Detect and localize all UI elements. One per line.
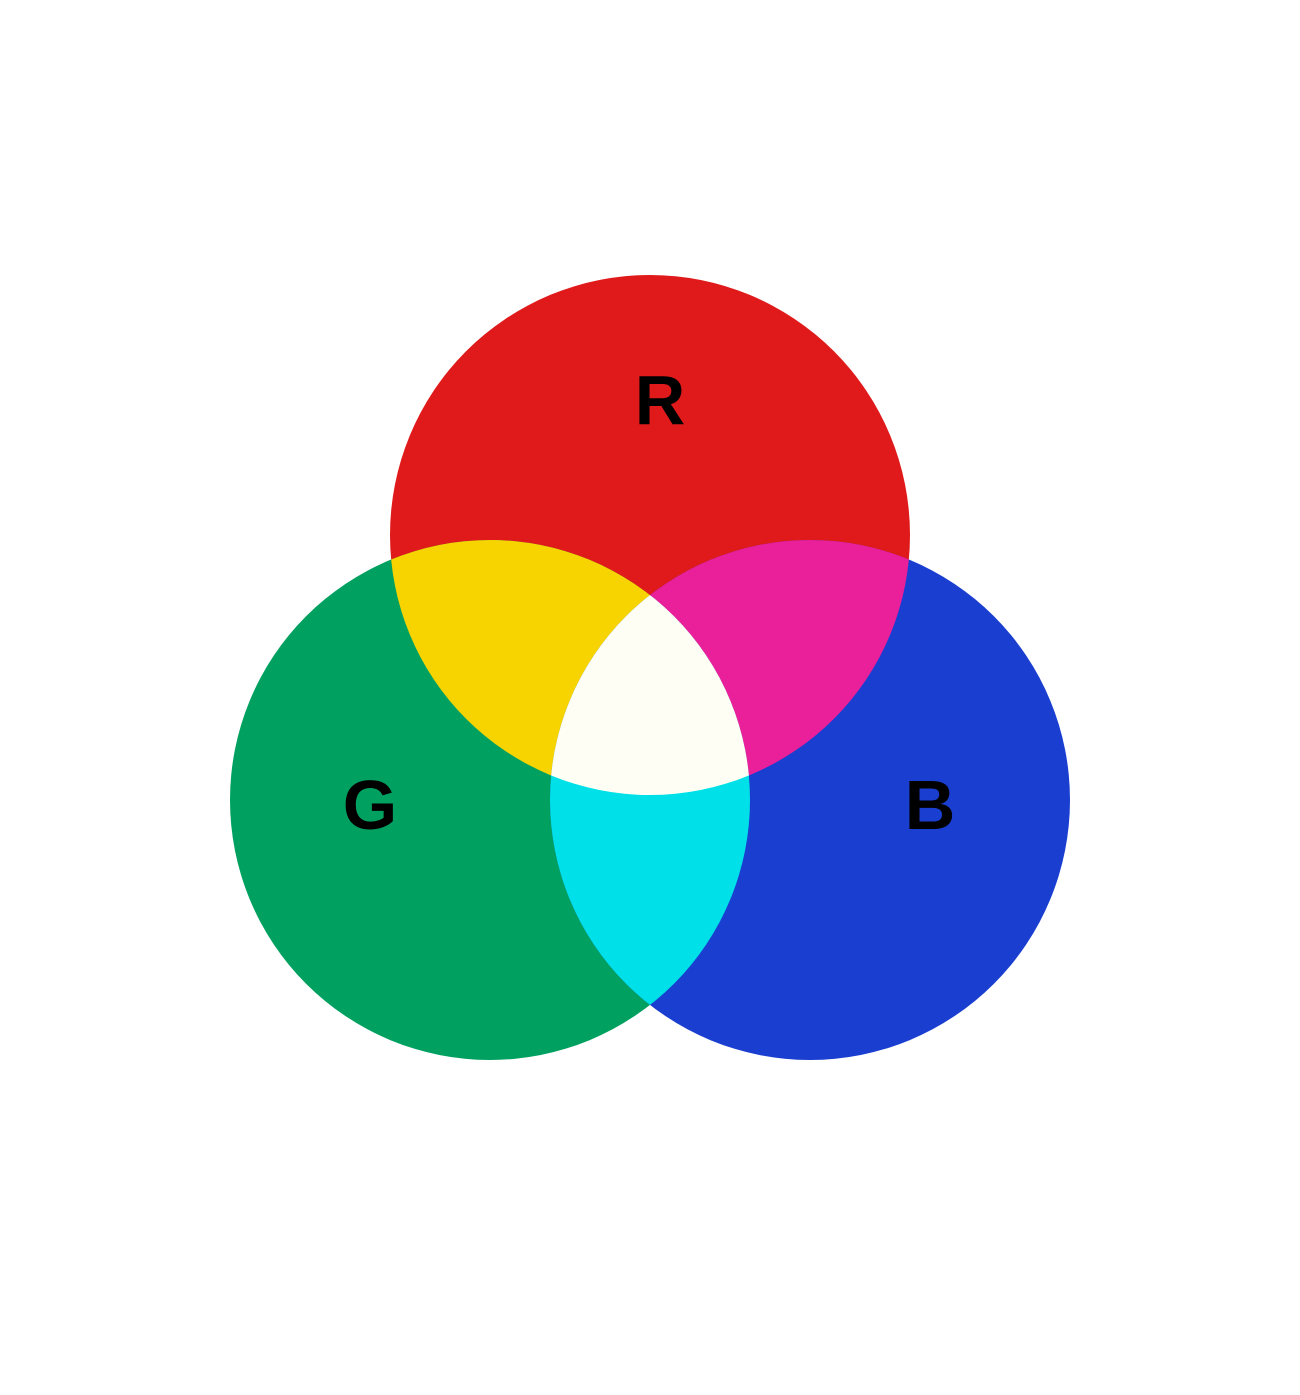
rgb-venn-diagram [0,0,1300,1395]
blue-circle-label: B [905,765,956,845]
red-circle-label: R [635,360,686,440]
green-circle-label: G [343,765,397,845]
venn-svg [0,0,1300,1390]
